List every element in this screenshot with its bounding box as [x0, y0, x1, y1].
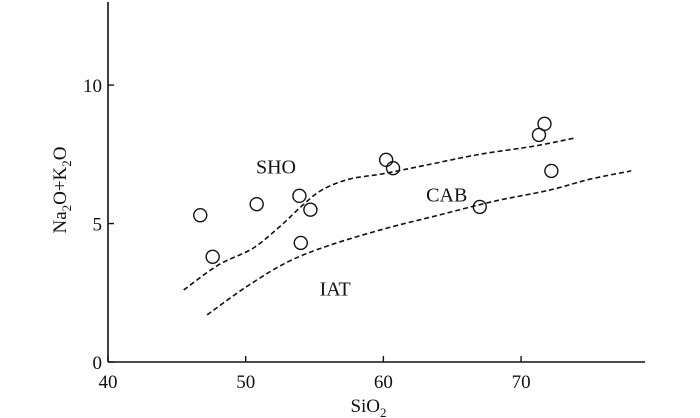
- data-point: [544, 163, 559, 179]
- field-label-cab: CAB: [426, 184, 467, 206]
- data-point: [537, 116, 552, 132]
- field-labels: SHO CAB IAT: [256, 157, 467, 301]
- x-tick-label: 40: [99, 372, 118, 393]
- x-tick-label: 50: [236, 372, 255, 393]
- x-axis-label: SiO2: [350, 396, 386, 418]
- axes: 40 50 60 70 0 5 10 SiO2 Na2O+K2O: [50, 2, 645, 418]
- field-label-iat: IAT: [320, 279, 351, 301]
- data-point: [472, 199, 487, 215]
- x-tick-label: 70: [512, 372, 531, 393]
- data-points: [193, 116, 559, 264]
- y-tick-label: 0: [93, 353, 103, 374]
- y-tick-label: 10: [83, 76, 102, 97]
- x-tick-label: 60: [374, 372, 393, 393]
- boundary-lines: [183, 136, 632, 316]
- data-point: [293, 235, 308, 251]
- data-point: [292, 188, 307, 204]
- y-axis-label: Na2O+K2O: [50, 146, 74, 233]
- data-point: [205, 249, 220, 264]
- boundary-line-1: [183, 136, 577, 291]
- data-point: [249, 196, 264, 212]
- y-tick-label: 5: [93, 215, 103, 236]
- boundary-line-2: [206, 170, 632, 316]
- data-point: [303, 202, 318, 217]
- data-point: [378, 152, 394, 168]
- field-label-sho: SHO: [256, 157, 296, 179]
- data-point: [385, 160, 401, 176]
- data-point: [193, 208, 208, 223]
